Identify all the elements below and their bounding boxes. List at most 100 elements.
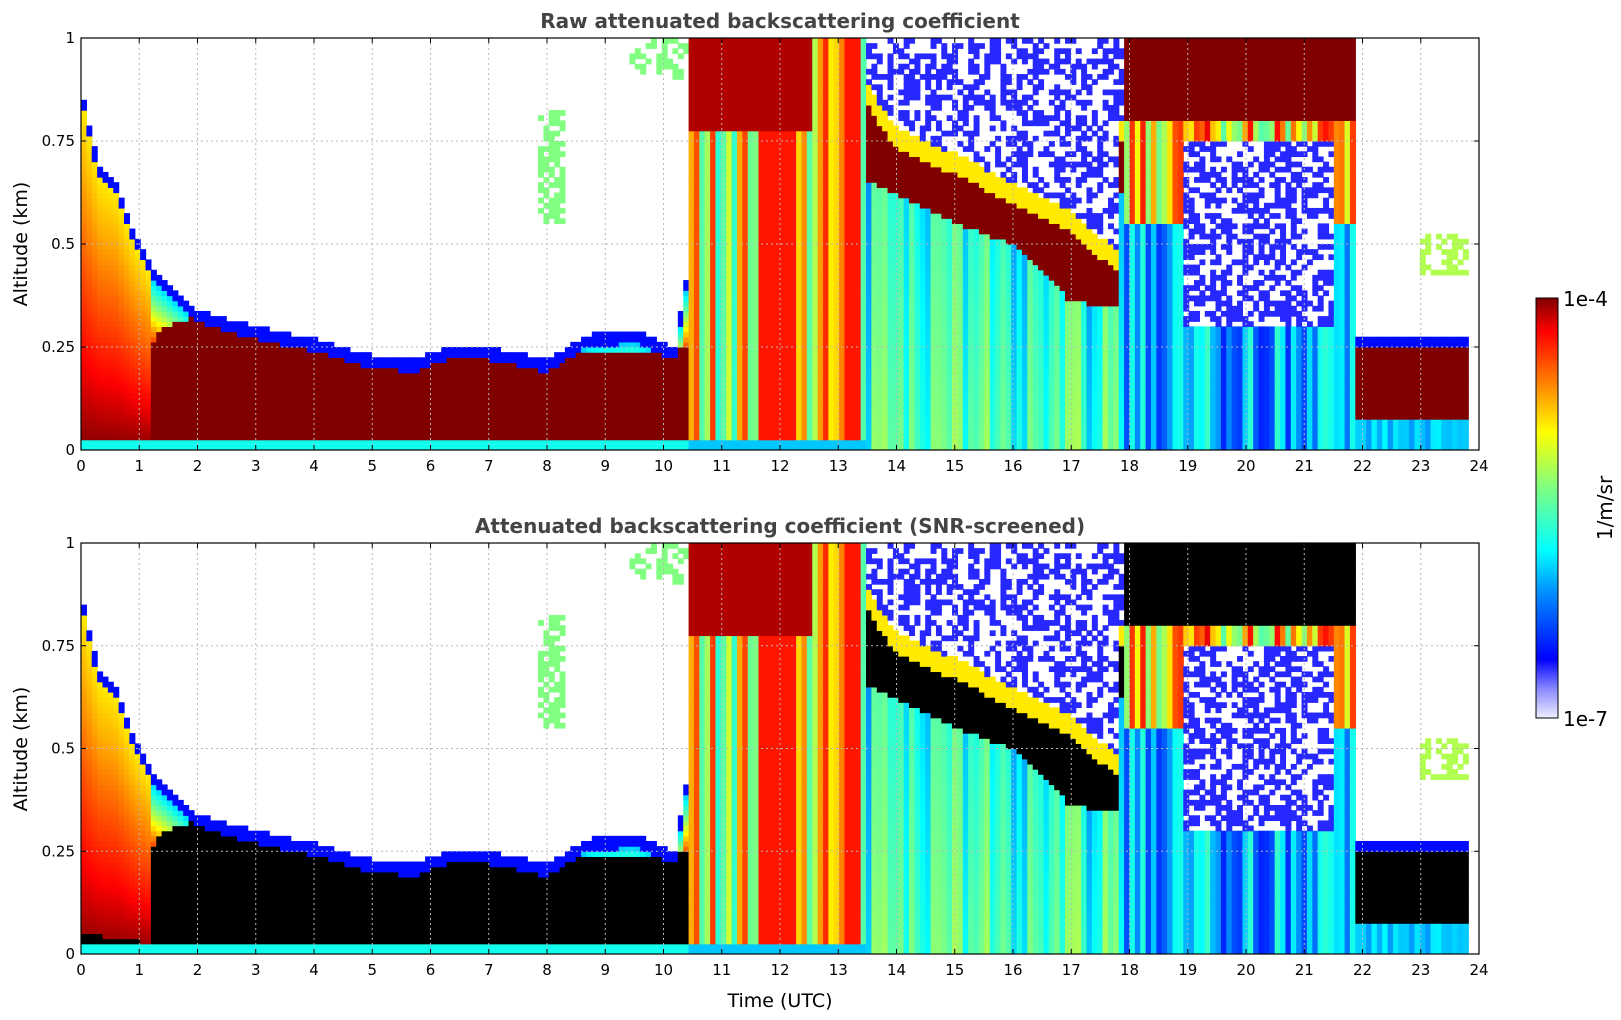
heatmap-cell: [602, 439, 609, 446]
heatmap-cell: [468, 383, 475, 389]
heatmap-cell: [548, 182, 555, 188]
heatmap-cell: [753, 238, 760, 245]
heatmap-cell: [81, 233, 87, 240]
heatmap-cell: [720, 115, 727, 121]
heatmap-cell: [661, 63, 668, 70]
heatmap-cell: [763, 213, 770, 219]
heatmap-cell: [220, 439, 227, 446]
heatmap-cell: [355, 367, 362, 374]
heatmap-cell: [704, 89, 711, 96]
heatmap-cell: [742, 347, 749, 353]
heatmap-cell: [317, 439, 324, 446]
heatmap-cell: [226, 393, 233, 400]
heatmap-cell: [161, 434, 168, 441]
heatmap-cell: [736, 213, 743, 219]
heatmap-cell: [704, 424, 711, 430]
heatmap-cell: [693, 424, 700, 430]
heatmap-cell: [210, 326, 217, 333]
heatmap-cell: [134, 249, 141, 255]
heatmap-cell: [322, 352, 329, 358]
heatmap-cell: [801, 213, 808, 219]
heatmap-cell: [769, 408, 776, 415]
heatmap-cell: [742, 202, 749, 209]
heatmap-cell: [145, 372, 152, 379]
heatmap-cell: [758, 347, 765, 353]
heatmap-cell: [790, 331, 797, 338]
heatmap-cell: [274, 341, 281, 348]
heatmap-cell: [306, 393, 313, 400]
heatmap-cell: [650, 367, 657, 374]
heatmap-cell: [97, 166, 104, 173]
heatmap-cell: [796, 135, 803, 142]
heatmap-cell: [269, 347, 276, 353]
heatmap-cell: [715, 130, 722, 137]
heatmap-cell: [365, 444, 372, 450]
heatmap-cell: [812, 115, 819, 121]
heatmap-cell: [688, 135, 695, 142]
heatmap-cell: [667, 413, 674, 420]
heatmap-cell: [704, 228, 711, 235]
heatmap-cell: [699, 182, 706, 188]
heatmap-cell: [355, 403, 362, 410]
heatmap-cell: [758, 336, 765, 343]
heatmap-cell: [817, 228, 824, 235]
heatmap-cell: [731, 357, 738, 364]
heatmap-cell: [774, 357, 781, 364]
heatmap-cell: [693, 367, 700, 374]
heatmap-cell: [575, 408, 582, 415]
heatmap-cell: [516, 352, 523, 358]
heatmap-cell: [699, 388, 706, 394]
heatmap-cell: [699, 104, 706, 111]
heatmap-cell: [97, 182, 104, 188]
heatmap-cell: [118, 336, 125, 343]
heatmap-cell: [548, 362, 555, 369]
heatmap-cell: [441, 444, 448, 450]
heatmap-cell: [564, 352, 571, 358]
heatmap-cell: [613, 398, 620, 405]
heatmap-cell: [462, 413, 469, 420]
heatmap-cell: [129, 429, 136, 436]
heatmap-cell: [780, 434, 786, 441]
heatmap-cell: [763, 254, 770, 261]
heatmap-cell: [774, 352, 781, 358]
heatmap-cell: [559, 367, 566, 374]
heatmap-cell: [86, 213, 93, 219]
heatmap-cell: [473, 439, 480, 446]
heatmap-cell: [570, 408, 577, 415]
heatmap-cell: [758, 439, 765, 446]
heatmap-cell: [559, 182, 566, 188]
heatmap-cell: [204, 403, 211, 410]
heatmap-cell: [586, 336, 593, 343]
heatmap-cell: [86, 285, 93, 291]
heatmap-cell: [333, 367, 340, 374]
heatmap-cell: [688, 300, 695, 307]
heatmap-cell: [97, 228, 104, 235]
heatmap-cell: [683, 408, 690, 415]
heatmap-cell: [548, 166, 555, 173]
heatmap-cell: [107, 202, 114, 209]
heatmap-cell: [193, 424, 200, 430]
heatmap-cell: [806, 177, 813, 183]
heatmap-cell: [796, 74, 803, 80]
heatmap-cell: [156, 429, 163, 436]
heatmap-cell: [86, 305, 93, 312]
heatmap-cell: [747, 228, 754, 235]
heatmap-cell: [667, 424, 674, 430]
heatmap-cell: [150, 434, 157, 441]
heatmap-cell: [790, 177, 797, 183]
heatmap-cell: [355, 439, 362, 446]
heatmap-cell: [774, 326, 781, 333]
heatmap-cell: [726, 316, 733, 322]
heatmap-cell: [81, 280, 87, 286]
heatmap-cell: [296, 444, 303, 450]
heatmap-cell: [516, 357, 523, 364]
heatmap-cell: [484, 347, 491, 353]
heatmap-cell: [306, 419, 313, 425]
heatmap-cell: [263, 419, 270, 425]
heatmap-cell: [763, 202, 770, 209]
heatmap-cell: [81, 434, 87, 441]
heatmap-cell: [661, 403, 668, 410]
heatmap-cell: [650, 444, 657, 450]
heatmap-cell: [796, 398, 803, 405]
heatmap-cell: [699, 151, 706, 158]
